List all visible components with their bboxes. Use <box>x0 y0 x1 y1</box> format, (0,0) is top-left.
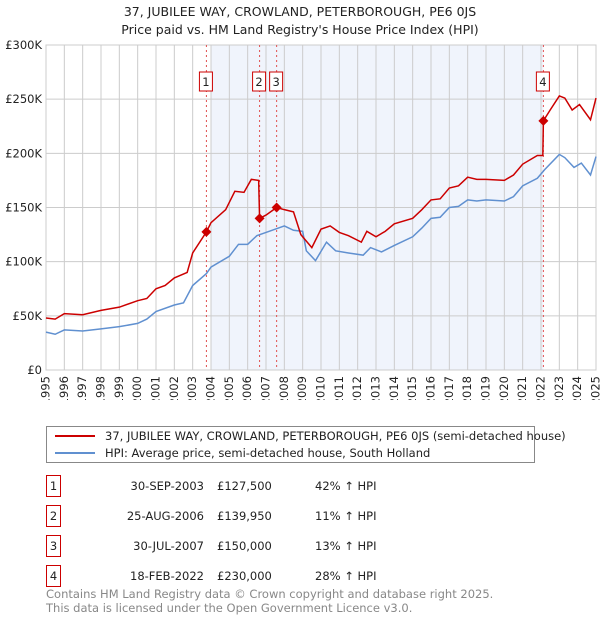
legend-label: HPI: Average price, semi-detached house,… <box>105 446 431 460</box>
x-tick-label: 1998 <box>94 376 108 400</box>
x-tick-label: 2003 <box>185 376 199 400</box>
x-tick-label: 2002 <box>167 376 181 400</box>
sale-number: 3 <box>46 535 61 557</box>
x-tick-label: 2004 <box>204 376 218 400</box>
y-tick-label: £0 <box>27 363 42 377</box>
chart-subtitle: Price paid vs. HM Land Registry's House … <box>121 22 479 37</box>
footer-line-2: This data is licensed under the Open Gov… <box>46 601 413 615</box>
x-tick-label: 2024 <box>570 376 584 400</box>
sale-point <box>538 115 549 126</box>
sale-point <box>201 226 212 237</box>
sale-label-box <box>252 71 267 92</box>
sale-date: 25-AUG-2006 <box>126 509 204 523</box>
x-tick-label: 2001 <box>149 376 163 400</box>
sale-label: 4 <box>539 75 546 89</box>
x-tick-label: 2021 <box>515 376 529 400</box>
y-tick-label: £300K <box>5 38 42 52</box>
legend-item-hpi: HPI: Average price, semi-detached house,… <box>55 445 430 461</box>
x-tick-label: 1999 <box>112 376 126 400</box>
x-tick-label: 2014 <box>387 376 401 400</box>
sale-number: 4 <box>46 565 61 587</box>
sale-price: £127,500 <box>217 479 272 493</box>
x-tick-label: 2025 <box>589 376 600 400</box>
sale-label-box <box>269 71 284 92</box>
sale-hpi-diff: 42% ↑ HPI <box>315 479 377 493</box>
sale-price: £139,950 <box>217 509 272 523</box>
legend: 37, JUBILEE WAY, CROWLAND, PETERBOROUGH,… <box>46 426 566 463</box>
sale-number: 2 <box>46 505 61 527</box>
x-tick-label: 2022 <box>534 376 548 400</box>
y-tick-label: £50K <box>13 309 43 323</box>
y-tick-label: £250K <box>5 92 42 106</box>
x-tick-label: 2015 <box>405 376 419 400</box>
y-tick-label: £150K <box>5 201 42 215</box>
x-tick-label: 1995 <box>39 376 53 400</box>
hpi-line <box>45 153 597 336</box>
x-tick-label: 2017 <box>442 376 456 400</box>
sale-point <box>271 202 282 213</box>
plot-border <box>45 44 597 371</box>
y-tick-label: £100K <box>5 255 42 269</box>
x-tick-label: 1996 <box>57 376 71 400</box>
x-tick-label: 2018 <box>460 376 474 400</box>
footer-line-1: Contains HM Land Registry data © Crown c… <box>46 587 494 601</box>
sale-hpi-diff: 28% ↑ HPI <box>315 569 377 583</box>
x-tick-label: 2020 <box>497 376 511 400</box>
x-tick-label: 2007 <box>259 376 273 400</box>
x-tick-label: 2000 <box>130 376 144 400</box>
sale-label-box <box>198 71 213 92</box>
y-tick-label: £200K <box>5 146 42 160</box>
price-paid-line <box>45 94 597 320</box>
sale-date: 18-FEB-2022 <box>130 569 204 583</box>
x-tick-label: 2016 <box>424 376 438 400</box>
x-tick-label: 2019 <box>479 376 493 400</box>
sale-price: £150,000 <box>217 539 272 553</box>
sale-label: 2 <box>255 75 262 89</box>
sale-label: 1 <box>202 75 209 89</box>
sale-number: 1 <box>46 475 61 497</box>
sale-label-box <box>535 71 550 92</box>
sale-row: 2 25-AUG-2006 £139,950 11% ↑ HPI <box>46 505 546 527</box>
plot-area: 1995 1996 1997 1998 1999 2000 2001 2002 2003 2004… <box>5 38 600 400</box>
legend-label: 37, JUBILEE WAY, CROWLAND, PETERBOROUGH,… <box>105 429 566 443</box>
legend-item-property: 37, JUBILEE WAY, CROWLAND, PETERBOROUGH,… <box>55 428 566 444</box>
legend-swatch-red <box>55 435 95 437</box>
sale-hpi-diff: 13% ↑ HPI <box>315 539 377 553</box>
x-tick-label: 2023 <box>552 376 566 400</box>
x-tick-label: 2011 <box>332 376 346 400</box>
sale-row: 4 18-FEB-2022 £230,000 28% ↑ HPI <box>46 565 546 587</box>
sale-date: 30-JUL-2007 <box>133 539 204 553</box>
chart-title: 37, JUBILEE WAY, CROWLAND, PETERBOROUGH,… <box>123 4 477 19</box>
sale-date: 30-SEP-2003 <box>130 479 204 493</box>
x-tick-label: 2010 <box>314 376 328 400</box>
x-tick-label: 2013 <box>369 376 383 400</box>
sale-price: £230,000 <box>217 569 272 583</box>
x-tick-label: 1997 <box>75 376 89 400</box>
legend-swatch-blue <box>55 452 95 454</box>
sale-hpi-diff: 11% ↑ HPI <box>315 509 377 523</box>
x-tick-label: 2005 <box>222 376 236 400</box>
sale-row: 1 30-SEP-2003 £127,500 42% ↑ HPI <box>46 475 546 497</box>
x-tick-label: 2009 <box>295 376 309 400</box>
x-tick-label: 2006 <box>240 376 254 400</box>
sale-label: 3 <box>272 75 279 89</box>
x-tick-label: 2012 <box>350 376 364 400</box>
x-tick-label: 2008 <box>277 376 291 400</box>
sale-point <box>254 213 265 224</box>
sale-row: 3 30-JUL-2007 £150,000 13% ↑ HPI <box>46 535 546 557</box>
